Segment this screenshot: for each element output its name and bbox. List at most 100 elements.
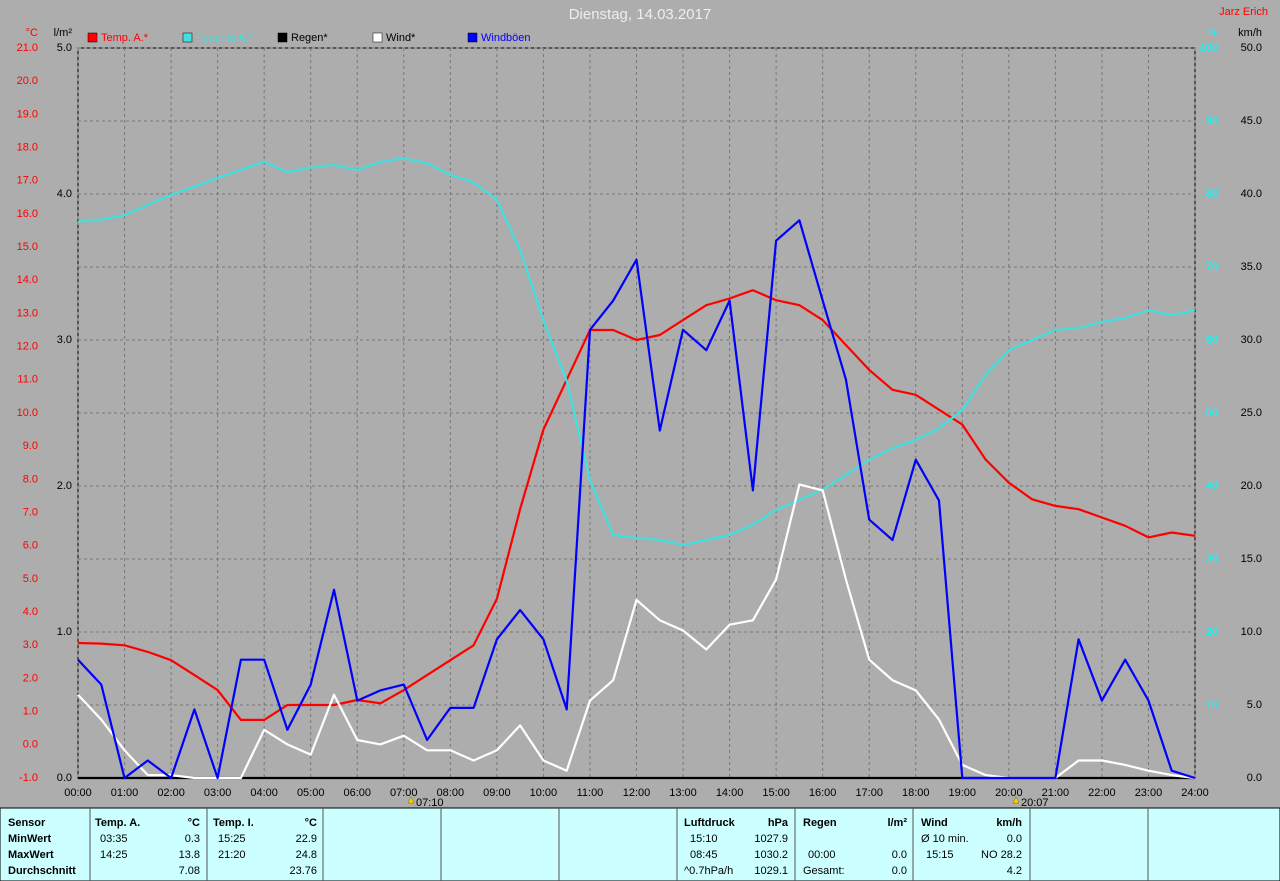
- y-tick-label: 0.0: [57, 772, 72, 784]
- y-tick-label: 45.0: [1241, 115, 1262, 127]
- cell: ^0.7hPa/h: [684, 865, 733, 877]
- x-tick-label: 17:00: [855, 787, 883, 799]
- x-tick-label: 09:00: [483, 787, 511, 799]
- cell: 4.2: [1007, 865, 1022, 877]
- y-tick-label: 2.0: [23, 672, 38, 684]
- y-tick-label: 100: [1200, 42, 1218, 54]
- x-tick-label: 05:00: [297, 787, 325, 799]
- legend-swatch: [467, 32, 478, 43]
- cell: MinWert: [8, 833, 52, 845]
- y-tick-label: 5.0: [1247, 699, 1262, 711]
- x-tick-label: 16:00: [809, 787, 837, 799]
- y-tick-label: 19.0: [17, 108, 38, 120]
- y-tick-label: 2.0: [57, 480, 72, 492]
- y-tick-label: 6.0: [23, 540, 38, 552]
- table-dividers: [89, 808, 1149, 881]
- sun-time: 20:07: [1021, 797, 1049, 809]
- series-line: [77, 289, 1196, 721]
- y-tick-label: 10.0: [17, 407, 38, 419]
- y-tick-label: 7.0: [23, 506, 38, 518]
- y-tick-label: 40: [1206, 480, 1218, 492]
- cell: Durchschnitt: [8, 865, 76, 877]
- series-line: [77, 219, 1196, 780]
- cell: 21:20: [218, 849, 246, 861]
- cell: 24.8: [296, 849, 317, 861]
- x-tick-label: 20:00: [995, 787, 1023, 799]
- stats-table: Sensor Temp. A. °C Temp. I. °C Luftdruck…: [0, 807, 1280, 881]
- x-tick-label: 04:00: [250, 787, 278, 799]
- legend-label: Regen*: [291, 32, 328, 44]
- y-tick-label: 1.0: [23, 706, 38, 718]
- x-tick-label: 08:00: [437, 787, 465, 799]
- axis-unit: %: [1208, 27, 1218, 39]
- y-tick-label: 50.0: [1241, 42, 1262, 54]
- cell: km/h: [996, 817, 1022, 829]
- axis-unit: °C: [26, 27, 38, 39]
- y-tick-label: 35.0: [1241, 261, 1262, 273]
- sun-icon: [407, 796, 415, 804]
- cell: 14:25: [100, 849, 128, 861]
- legend-swatch: [87, 32, 98, 43]
- table-bg: [0, 807, 1280, 881]
- y-tick-label: 21.0: [17, 42, 38, 54]
- cell: Temp. A.: [95, 817, 140, 829]
- x-tick-label: 13:00: [669, 787, 697, 799]
- y-tick-label: 20.0: [1241, 480, 1262, 492]
- cell: 15:25: [218, 833, 246, 845]
- y-tick-label: 14.0: [17, 274, 38, 286]
- cell: 23.76: [289, 865, 317, 877]
- y-tick-label: 3.0: [23, 639, 38, 651]
- y-tick-label: 4.0: [23, 606, 38, 618]
- x-tick-label: 07:00: [390, 787, 418, 799]
- y-tick-label: 16.0: [17, 208, 38, 220]
- cell: °C: [305, 817, 317, 829]
- author: Jarz Erich: [1219, 6, 1268, 18]
- legend-label: Feuchte A.*: [196, 32, 254, 44]
- y-tick-label: -1.0: [19, 772, 38, 784]
- sun-icon: [1012, 796, 1020, 804]
- y-tick-label: 13.0: [17, 307, 38, 319]
- y-tick-label: 8.0: [23, 473, 38, 485]
- cell: Ø 10 min.: [921, 833, 969, 845]
- cell: 7.08: [179, 865, 200, 877]
- x-tick-label: 19:00: [949, 787, 977, 799]
- cell: 13.8: [179, 849, 200, 861]
- cell: 0.0: [1007, 833, 1022, 845]
- cell: °C: [188, 817, 200, 829]
- y-tick-label: 10: [1206, 699, 1218, 711]
- cell: Regen: [803, 817, 837, 829]
- cell: Wind: [921, 817, 948, 829]
- y-tick-label: 5.0: [57, 42, 72, 54]
- x-tick-label: 11:00: [577, 787, 604, 799]
- cell: 00:00: [808, 849, 836, 861]
- cell: hPa: [768, 817, 789, 829]
- cell: 0.0: [892, 865, 907, 877]
- x-tick-label: 15:00: [762, 787, 790, 799]
- y-tick-label: 4.0: [57, 188, 72, 200]
- y-tick-label: 80: [1206, 188, 1218, 200]
- x-tick-label: 10:00: [530, 787, 558, 799]
- x-tick-label: 21:00: [1042, 787, 1070, 799]
- sun-time: 07:10: [416, 797, 444, 809]
- y-tick-label: 3.0: [57, 334, 72, 346]
- y-tick-label: 11.0: [17, 374, 38, 386]
- legend-swatch: [372, 32, 383, 43]
- y-tick-label: 30: [1206, 553, 1218, 565]
- y-tick-label: 90: [1206, 115, 1218, 127]
- legend-label: Temp. A.*: [101, 32, 149, 44]
- legend-swatch: [277, 32, 288, 43]
- cell: Sensor: [8, 817, 46, 829]
- cell: 22.9: [296, 833, 317, 845]
- x-tick-label: 00:00: [64, 787, 92, 799]
- cell: 08:45: [690, 849, 718, 861]
- y-tick-label: 5.0: [23, 573, 38, 585]
- cell: 03:35: [100, 833, 128, 845]
- y-tick-label: 20: [1206, 626, 1218, 638]
- x-tick-label: 12:00: [623, 787, 651, 799]
- cell: 15:10: [690, 833, 718, 845]
- y-tick-label: 0.0: [23, 739, 38, 751]
- cell: 1029.1: [754, 865, 788, 877]
- cell: Gesamt:: [803, 865, 845, 877]
- cell: 0.0: [892, 849, 907, 861]
